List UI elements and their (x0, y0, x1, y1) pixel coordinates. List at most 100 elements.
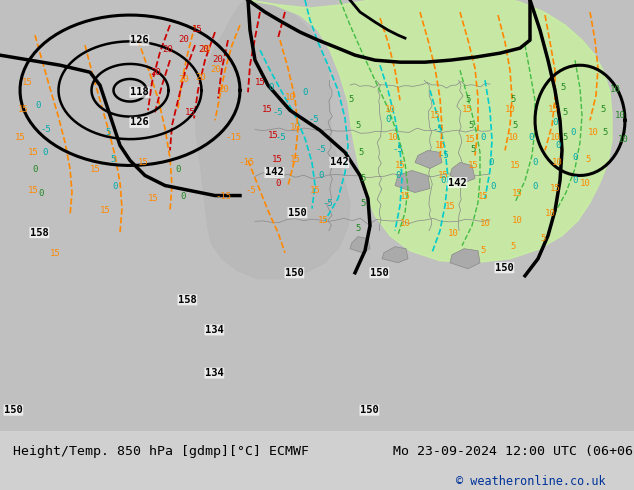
Polygon shape (196, 0, 350, 279)
Text: 142: 142 (265, 168, 284, 177)
Text: 20: 20 (150, 68, 161, 77)
Text: 0: 0 (180, 192, 185, 200)
Text: 10: 10 (388, 133, 399, 143)
Text: 5: 5 (480, 245, 486, 255)
Polygon shape (382, 246, 408, 263)
Text: 5: 5 (602, 128, 607, 137)
Text: 5: 5 (470, 146, 476, 154)
Text: 10: 10 (618, 135, 629, 145)
Text: -15: -15 (215, 192, 231, 200)
Text: -5: -5 (308, 115, 319, 124)
Text: 5: 5 (562, 133, 567, 143)
Text: 10: 10 (552, 158, 563, 168)
Text: 0: 0 (552, 119, 557, 127)
Text: 10: 10 (448, 229, 459, 238)
Text: 5: 5 (540, 234, 545, 243)
Text: 20: 20 (212, 55, 223, 64)
Polygon shape (450, 163, 475, 182)
Text: 15: 15 (268, 131, 279, 141)
Text: -5: -5 (315, 146, 326, 154)
Text: 134: 134 (205, 368, 224, 378)
Text: 15: 15 (15, 133, 26, 143)
Text: 5: 5 (585, 155, 590, 165)
Text: 20: 20 (200, 45, 210, 54)
Text: 5: 5 (465, 95, 470, 104)
Text: Mo 23-09-2024 12:00 UTC (06+06): Mo 23-09-2024 12:00 UTC (06+06) (393, 445, 634, 458)
Text: 15: 15 (438, 172, 449, 180)
Text: 15: 15 (510, 162, 521, 171)
Text: 15: 15 (18, 105, 29, 114)
Text: 0: 0 (572, 153, 578, 163)
Text: 15: 15 (400, 192, 411, 200)
Text: 15: 15 (22, 78, 33, 87)
Text: 10: 10 (290, 123, 301, 132)
Text: 0: 0 (480, 133, 486, 143)
Text: 0: 0 (175, 166, 181, 174)
Text: 5: 5 (562, 108, 567, 117)
Text: 15: 15 (28, 148, 39, 157)
Text: 15: 15 (100, 206, 111, 215)
Text: 15: 15 (512, 189, 523, 197)
Text: 15: 15 (430, 111, 441, 121)
Text: 0: 0 (302, 88, 307, 98)
Text: 0: 0 (42, 148, 48, 157)
Text: Height/Temp. 850 hPa [gdmp][°C] ECMWF: Height/Temp. 850 hPa [gdmp][°C] ECMWF (13, 445, 309, 458)
Text: 150: 150 (370, 268, 389, 278)
Text: 20: 20 (162, 45, 172, 54)
Text: 5: 5 (510, 95, 515, 104)
Text: 0: 0 (488, 158, 493, 168)
Text: 5: 5 (355, 122, 360, 130)
Text: -5: -5 (40, 125, 51, 134)
Text: 15: 15 (435, 142, 446, 150)
Text: 15: 15 (290, 155, 301, 165)
Text: 5: 5 (348, 95, 353, 104)
Text: 15: 15 (90, 166, 101, 174)
Polygon shape (248, 0, 612, 263)
Text: 150: 150 (360, 405, 378, 415)
Text: 5: 5 (355, 223, 360, 233)
Text: 15: 15 (50, 249, 61, 258)
Text: 10: 10 (385, 105, 396, 114)
Text: 20: 20 (195, 73, 206, 82)
Text: 0: 0 (112, 181, 117, 191)
Text: 0: 0 (555, 142, 560, 150)
Text: 15: 15 (148, 194, 158, 202)
Text: 20: 20 (218, 85, 229, 94)
Text: 0: 0 (38, 189, 43, 197)
Text: 5: 5 (360, 198, 365, 208)
Text: 158: 158 (178, 295, 197, 305)
Text: 15: 15 (465, 135, 476, 145)
Text: -15: -15 (238, 158, 254, 168)
Text: 5: 5 (468, 122, 474, 130)
Text: 10: 10 (615, 111, 626, 121)
Text: 142: 142 (330, 157, 349, 168)
Polygon shape (450, 249, 480, 269)
Text: 0: 0 (32, 166, 37, 174)
Text: 20: 20 (178, 75, 189, 84)
Text: 15: 15 (272, 155, 283, 165)
Polygon shape (395, 171, 430, 193)
Polygon shape (350, 237, 370, 253)
Text: 126: 126 (130, 117, 149, 127)
Text: 0: 0 (318, 172, 323, 180)
Text: 10: 10 (285, 93, 295, 102)
Text: 15: 15 (138, 158, 149, 168)
Text: 0: 0 (570, 128, 576, 137)
Text: 20: 20 (210, 65, 221, 74)
Text: 118: 118 (130, 87, 149, 98)
Text: 15: 15 (318, 216, 329, 224)
Text: 0: 0 (268, 83, 273, 92)
Text: 15: 15 (310, 186, 321, 195)
Text: 0: 0 (440, 175, 445, 185)
Text: 0: 0 (572, 175, 578, 185)
Text: 158: 158 (30, 228, 49, 238)
Polygon shape (415, 150, 442, 169)
Text: 5: 5 (510, 242, 515, 251)
Text: 5: 5 (560, 83, 566, 92)
Text: 10: 10 (610, 85, 621, 94)
Text: 15: 15 (445, 201, 456, 211)
Text: 10: 10 (588, 128, 598, 137)
Text: © weatheronline.co.uk: © weatheronline.co.uk (456, 475, 606, 488)
Text: 20: 20 (178, 35, 189, 44)
Text: 134: 134 (205, 325, 224, 335)
